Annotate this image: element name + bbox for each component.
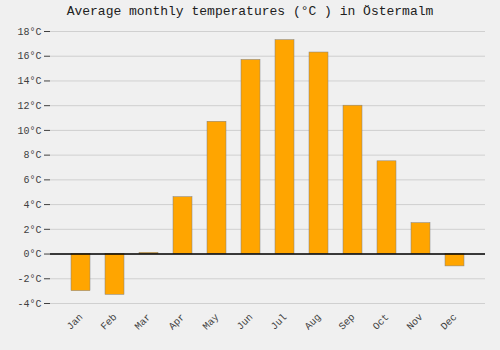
svg-text:Dec: Dec [439, 312, 460, 333]
svg-text:Apr: Apr [167, 312, 188, 333]
svg-text:0°C: 0°C [23, 249, 41, 260]
svg-text:Nov: Nov [405, 312, 426, 333]
html-text:Average monthly temperatures (: Average monthly temperatures (°C ) in Ös… [66, 4, 434, 19]
svg-text:Oct: Oct [371, 312, 392, 333]
svg-text:6°C: 6°C [23, 175, 41, 186]
svg-text:12°C: 12°C [17, 101, 41, 112]
svg-text:Jul: Jul [269, 312, 290, 333]
svg-text:18°C: 18°C [17, 27, 41, 38]
svg-text:Jan: Jan [65, 312, 86, 333]
svg-text:Mar: Mar [133, 312, 154, 333]
svg-text:16°C: 16°C [17, 51, 41, 62]
svg-text:2°C: 2°C [23, 225, 41, 236]
svg-text:Aug: Aug [303, 312, 324, 333]
svg-text:May: May [201, 312, 222, 333]
svg-text:4°C: 4°C [23, 200, 41, 211]
svg-text:Feb: Feb [99, 312, 120, 333]
svg-text:-4°C: -4°C [17, 299, 41, 310]
svg-text:14°C: 14°C [17, 76, 41, 87]
svg-text:10°C: 10°C [17, 126, 41, 137]
svg-text:Jun: Jun [235, 312, 256, 333]
svg-text:Sep: Sep [337, 312, 358, 333]
svg-text:-2°C: -2°C [17, 274, 41, 285]
svg-text:8°C: 8°C [23, 150, 41, 161]
